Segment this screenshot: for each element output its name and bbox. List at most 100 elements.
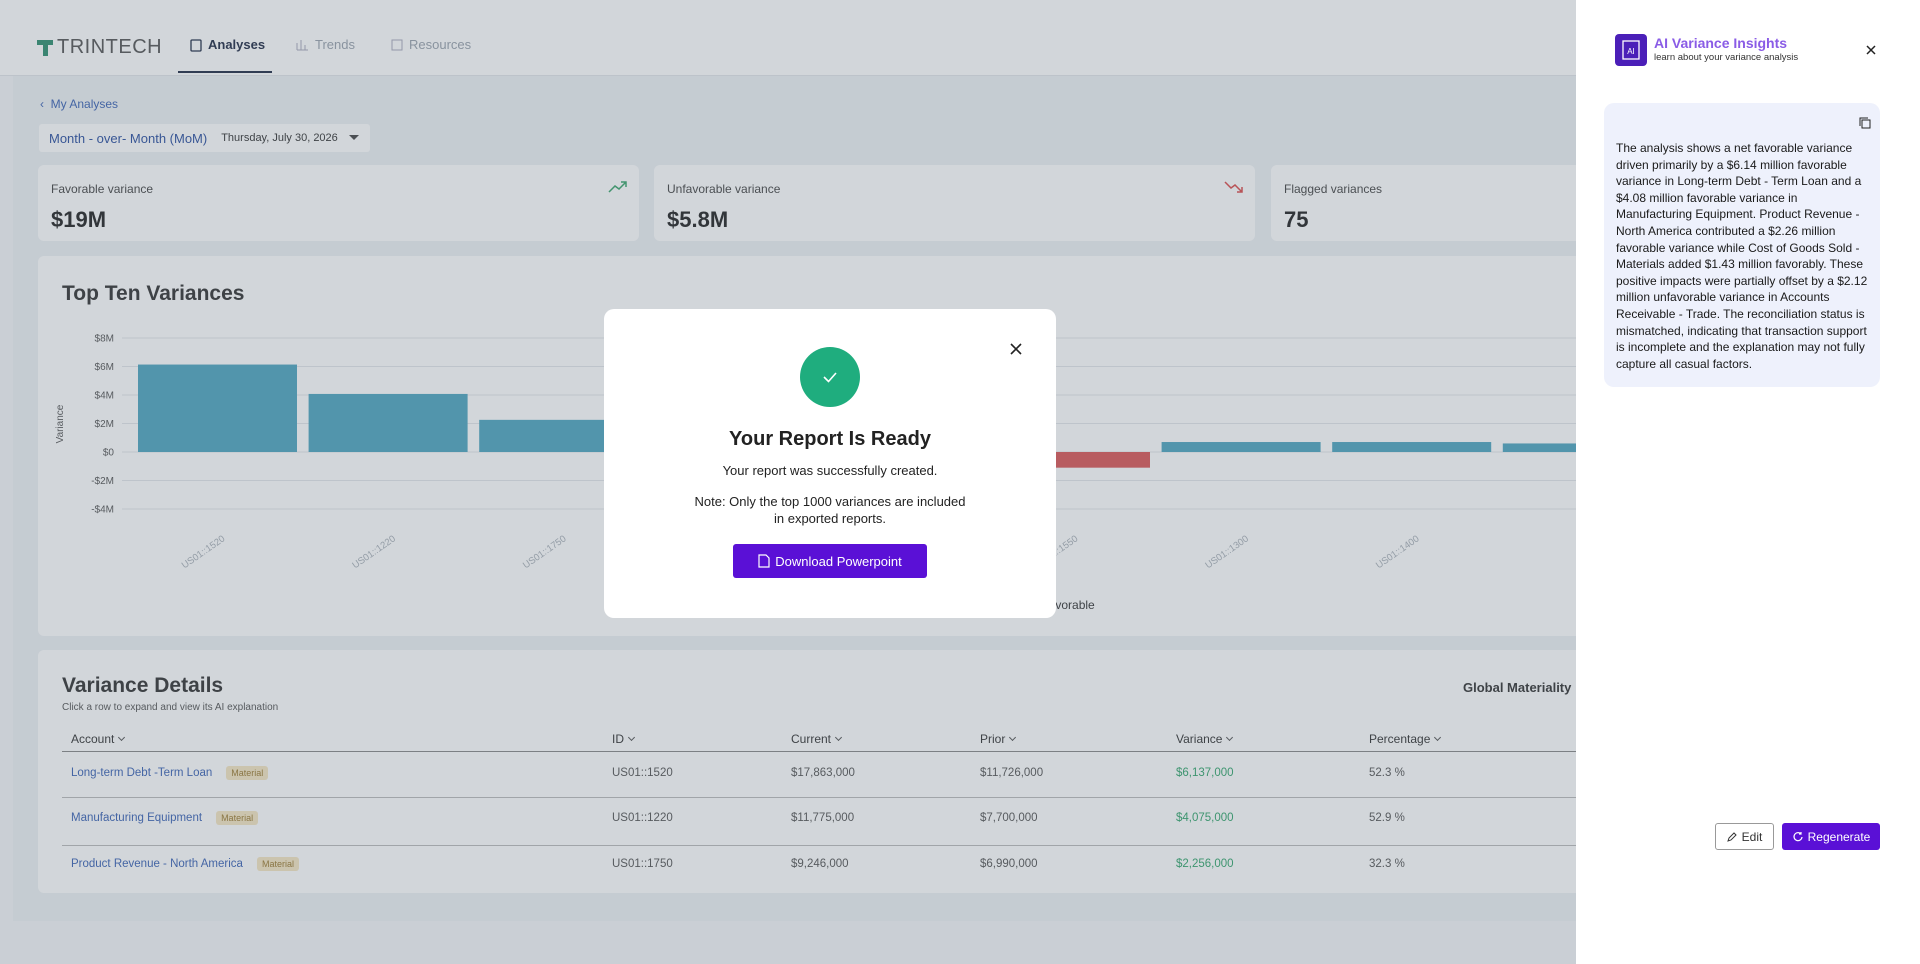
table-cell: 52.9 % [1369,812,1405,824]
kpi-value: 75 [1284,207,1309,232]
account-cell[interactable]: Long-term Debt -Term Loan Material [71,766,269,780]
bar [138,364,297,452]
nav-tab[interactable]: Resources [391,37,471,52]
table-cell: US01::1750 [612,858,673,870]
account-cell[interactable]: Manufacturing Equipment Material [71,811,259,825]
logo-icon [37,39,53,56]
table-cell: $6,137,000 [1176,767,1234,779]
insight-text: The analysis shows a net favorable varia… [1616,141,1868,371]
table-cell: $6,990,000 [980,858,1038,870]
bar [1332,442,1492,452]
column-header[interactable]: Prior [980,732,1015,746]
table-cell: $7,700,000 [980,812,1038,824]
download-button[interactable]: Download Powerpoint [733,544,927,578]
report-modal: Your Report Is Ready Your report was suc… [604,309,1056,618]
row-rule [62,845,1576,846]
account-name: Long-term Debt -Term Loan [71,767,213,779]
ai-icon: AI [1615,34,1647,66]
nav-label: Analyses [208,37,266,52]
table-cell: $11,775,000 [791,812,855,824]
kpi-value: $5.8M [667,207,729,232]
button-label: Edit [1741,829,1763,844]
column-header[interactable]: ID [612,732,634,746]
main-page: TRINTECH Analyses Trends Resources ‹ My … [0,0,1576,964]
material-tag: Material [256,857,299,871]
kpi-label: Flagged variances [1284,182,1383,196]
table-cell: US01::1220 [612,812,673,824]
y-tick-label: $2M [95,419,114,430]
kpi-card: Favorable variance $19M [38,165,639,241]
bar [308,393,468,452]
period: Month - over- Month (MoM) [49,130,208,146]
chart: $8M$6M$4M$2M$0-$2M-$4MVarianceUS01::1520… [55,334,1576,612]
svg-text:AI: AI [1627,47,1635,56]
edit-button[interactable]: Edit [1715,823,1774,850]
header: TRINTECH Analyses Trends Resources [0,0,1576,76]
column-header[interactable]: Current [791,732,841,746]
table-cell: $11,726,000 [980,767,1044,779]
chart-title: Top Ten Variances [62,282,245,305]
table-cell: $17,863,000 [791,767,855,779]
panel-subtitle: learn about your variance analysis [1654,52,1799,63]
y-tick-label: $0 [103,448,115,459]
copy-button[interactable] [1859,117,1871,129]
modal-note: Note: Only the top 1000 variances are in… [694,494,966,526]
button-label: Regenerate [1807,829,1871,844]
date: Thursday, July 30, 2026 [221,132,338,144]
bar [1502,443,1576,452]
materiality-label: Global Materiality [1463,680,1572,695]
table-cell: $2,256,000 [1176,858,1234,870]
y-tick-label: $6M [95,362,114,373]
period-selector[interactable]: Month - over- Month (MoM) Thursday, July… [39,124,370,152]
nav-tab[interactable]: Trends [296,37,355,52]
close-panel[interactable] [1866,45,1876,55]
panel-title: AI Variance Insights [1654,35,1788,51]
table-cell: $4,075,000 [1176,812,1234,824]
row-rule [62,797,1576,798]
breadcrumb[interactable]: ‹ My Analyses [40,97,119,111]
header-rule [62,751,1576,752]
trend-down-icon [1224,181,1243,193]
logo-text: TRINTECH [57,36,163,58]
kpi-label: Unfavorable variance [667,182,781,196]
y-axis-label: Variance [55,404,66,443]
nav-label: Trends [315,37,355,52]
kpi-value: $19M [51,207,107,232]
dropdown-caret [349,135,359,140]
table-cell: 52.3 % [1369,767,1405,779]
column-header[interactable]: Percentage [1369,732,1440,746]
button-label: Download Powerpoint [775,553,902,569]
account-name: Product Revenue - North America [71,858,243,870]
y-tick-label: -$2M [91,476,114,487]
nav-tab[interactable]: Analyses [190,37,265,52]
y-tick-label: $4M [95,391,114,402]
modal-title: Your Report Is Ready [729,428,931,450]
table-cell: $9,246,000 [791,858,849,870]
y-tick-label: $8M [95,334,114,345]
y-tick-label: -$4M [91,505,114,516]
material-tag: Material [216,811,259,825]
nav-label: Resources [409,37,472,52]
table-cell: US01::1520 [612,767,673,779]
regenerate-button[interactable]: Regenerate [1782,823,1880,850]
trend-up-icon [608,181,627,193]
kpi-label: Favorable variance [51,182,154,196]
material-tag: Material [226,766,269,780]
breadcrumb-text: My Analyses [50,97,119,111]
account-cell[interactable]: Product Revenue - North America Material [71,857,299,871]
insight-card: The analysis shows a net favorable varia… [1604,103,1880,387]
table-cell: 32.3 % [1369,858,1405,870]
kpi-card: Flagged variances 75 [1271,165,1576,241]
column-header[interactable]: Variance [1176,732,1232,746]
tab-underline [178,71,272,73]
modal-message: Your report was successfully created. [722,463,938,478]
column-header[interactable]: Account [71,732,124,746]
table-subtitle: Click a row to expand and view its AI ex… [62,702,279,713]
logo: TRINTECH [37,36,162,59]
close-button[interactable] [1010,343,1022,355]
account-name: Manufacturing Equipment [71,812,203,824]
success-icon [800,347,860,407]
table-card [38,650,1576,893]
table-title: Variance Details [62,674,224,697]
